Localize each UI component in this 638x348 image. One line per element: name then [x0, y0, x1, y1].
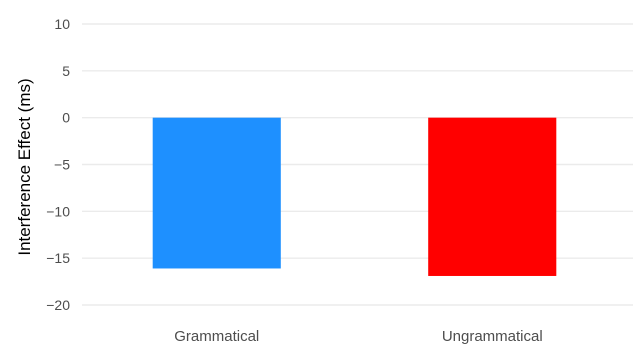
x-tick-label: Ungrammatical [442, 328, 543, 345]
x-axis-ticks: Grammatical Ungrammatical [174, 328, 542, 345]
y-tick-label: 5 [62, 63, 70, 79]
y-tick-label: −5 [54, 157, 70, 173]
y-tick-label: −15 [46, 250, 70, 266]
y-tick-label: 0 [62, 110, 70, 126]
y-tick-label: −20 [46, 297, 70, 313]
y-axis-ticks: 10 5 0 −5 −10 −15 −20 [46, 16, 70, 313]
x-tick-label: Grammatical [174, 328, 259, 345]
bar-grammatical [152, 117, 281, 269]
y-tick-label: 10 [54, 16, 70, 32]
bar-ungrammatical [428, 117, 557, 276]
bars [152, 117, 557, 276]
y-axis-title: Interference Effect (ms) [15, 78, 34, 255]
y-tick-label: −10 [46, 203, 70, 219]
